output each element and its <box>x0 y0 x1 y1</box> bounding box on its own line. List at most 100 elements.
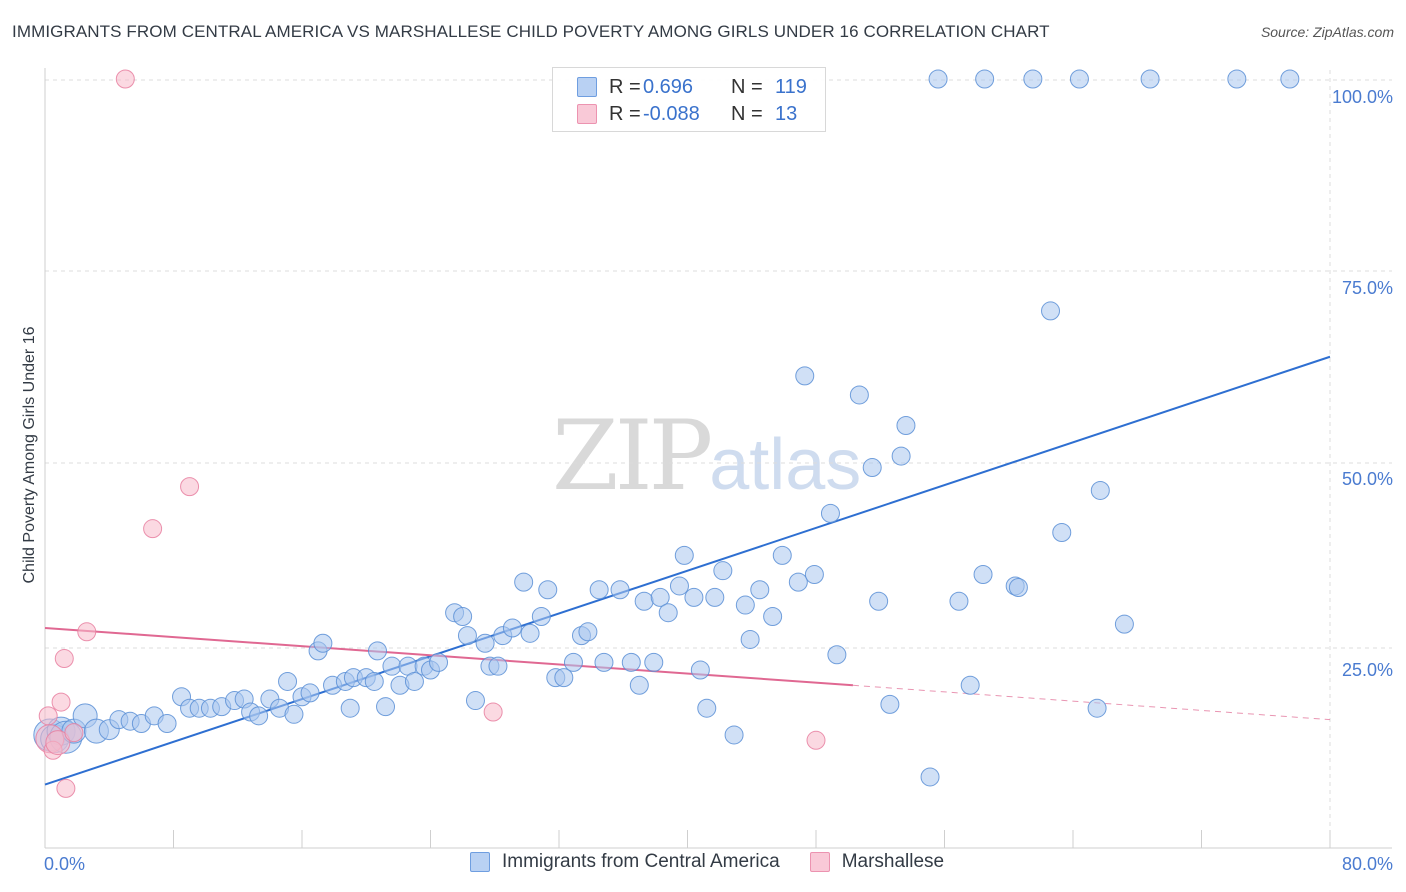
point-central-america <box>578 622 598 642</box>
point-marshallese <box>45 730 71 756</box>
point-central-america <box>1041 301 1061 321</box>
point-central-america <box>713 561 733 581</box>
point-central-america <box>928 69 948 89</box>
legend-r-label: R = <box>609 102 641 125</box>
point-central-america <box>502 618 522 638</box>
legend-r-value: 0.696 <box>643 75 694 98</box>
legend-swatch-pink <box>577 104 597 124</box>
point-central-america <box>1087 698 1107 718</box>
point-central-america <box>594 652 614 672</box>
point-central-america <box>367 641 387 661</box>
point-central-america <box>1069 69 1089 89</box>
y-tick-label: 100.0% <box>1332 87 1393 107</box>
point-central-america <box>629 675 649 695</box>
legend-n-label: N = <box>731 75 763 98</box>
point-central-america <box>862 458 882 478</box>
point-central-america <box>278 671 298 691</box>
point-central-america <box>949 591 969 611</box>
legend-r-label: R = <box>609 75 641 98</box>
point-marshallese <box>115 69 135 89</box>
point-central-america <box>724 725 744 745</box>
point-central-america <box>157 713 177 733</box>
legend-swatch-blue <box>470 852 490 872</box>
point-central-america <box>650 587 670 607</box>
correlation-legend: R = 0.696 N = 119 R = -0.088 N = 13 <box>552 67 826 132</box>
point-central-america <box>589 580 609 600</box>
series-legend: Immigrants from Central America Marshall… <box>470 851 974 873</box>
point-central-america <box>788 572 808 592</box>
point-central-america <box>849 385 869 405</box>
point-central-america <box>340 698 360 718</box>
legend-label: Marshallese <box>841 851 945 872</box>
point-central-america <box>795 366 815 386</box>
legend-swatch-blue <box>577 77 597 97</box>
legend-label: Immigrants from Central America <box>502 851 780 872</box>
point-central-america <box>740 629 760 649</box>
legend-item-marshallese[interactable]: Marshallese <box>809 851 945 873</box>
data-points <box>33 69 1300 798</box>
y-tick-label: 50.0% <box>1342 469 1393 489</box>
point-central-america <box>1090 480 1110 500</box>
legend-r-value: -0.088 <box>643 102 700 125</box>
point-central-america <box>705 587 725 607</box>
point-central-america <box>554 668 574 688</box>
point-marshallese <box>77 622 97 642</box>
point-central-america <box>674 545 694 565</box>
chart-title: IMMIGRANTS FROM CENTRAL AMERICA VS MARSH… <box>12 22 1050 41</box>
point-central-america <box>896 416 916 436</box>
point-central-america <box>735 595 755 615</box>
point-central-america <box>658 603 678 623</box>
point-central-america <box>1140 69 1160 89</box>
point-central-america <box>313 633 333 653</box>
watermark-zip: ZIP <box>552 400 713 512</box>
source-label: Source: ZipAtlas.com <box>1260 24 1394 40</box>
point-central-america <box>1052 522 1072 542</box>
point-central-america <box>891 446 911 466</box>
point-central-america <box>284 704 304 724</box>
watermark: ZIPatlas <box>552 400 861 512</box>
point-central-america <box>404 671 424 691</box>
point-marshallese <box>483 702 503 722</box>
legend-n-label: N = <box>731 102 763 125</box>
point-marshallese <box>56 778 76 798</box>
point-central-america <box>975 69 995 89</box>
point-central-america <box>475 633 495 653</box>
point-central-america <box>429 652 449 672</box>
trend-lines <box>44 355 1331 786</box>
point-central-america <box>820 503 840 523</box>
point-central-america <box>621 652 641 672</box>
watermark-atlas: atlas <box>709 425 862 505</box>
point-central-america <box>1008 577 1028 597</box>
point-central-america <box>531 607 551 627</box>
point-central-america <box>514 572 534 592</box>
point-central-america <box>750 580 770 600</box>
point-central-america <box>488 656 508 676</box>
trend-line-central-america <box>44 355 1331 786</box>
legend-item-central-america[interactable]: Immigrants from Central America <box>470 851 780 873</box>
point-central-america <box>465 691 485 711</box>
point-central-america <box>690 660 710 680</box>
legend-swatch-pink <box>809 852 830 872</box>
point-central-america <box>763 607 783 627</box>
legend-n-value: 119 <box>775 75 807 98</box>
point-marshallese <box>38 706 58 726</box>
point-central-america <box>827 645 847 665</box>
tick-labels: 25.0% 50.0% 75.0% 100.0% 0.0% 80.0% <box>44 87 1393 874</box>
x-tick-label: 80.0% <box>1342 854 1393 874</box>
point-central-america <box>610 580 630 600</box>
point-central-america <box>457 626 477 646</box>
point-central-america <box>772 545 792 565</box>
point-central-america <box>669 576 689 596</box>
legend-n-value: 13 <box>775 102 798 125</box>
point-central-america <box>249 706 269 726</box>
point-central-america <box>973 565 993 584</box>
trend-line-marshallese-extension <box>852 684 1331 721</box>
point-central-america <box>869 591 889 611</box>
legend-row-central-america: R = 0.696 N = 119 <box>553 73 807 101</box>
point-central-america <box>684 587 704 607</box>
point-central-america <box>453 607 473 627</box>
point-marshallese <box>51 692 71 712</box>
y-tick-label: 75.0% <box>1342 278 1393 298</box>
axes <box>44 68 1392 849</box>
